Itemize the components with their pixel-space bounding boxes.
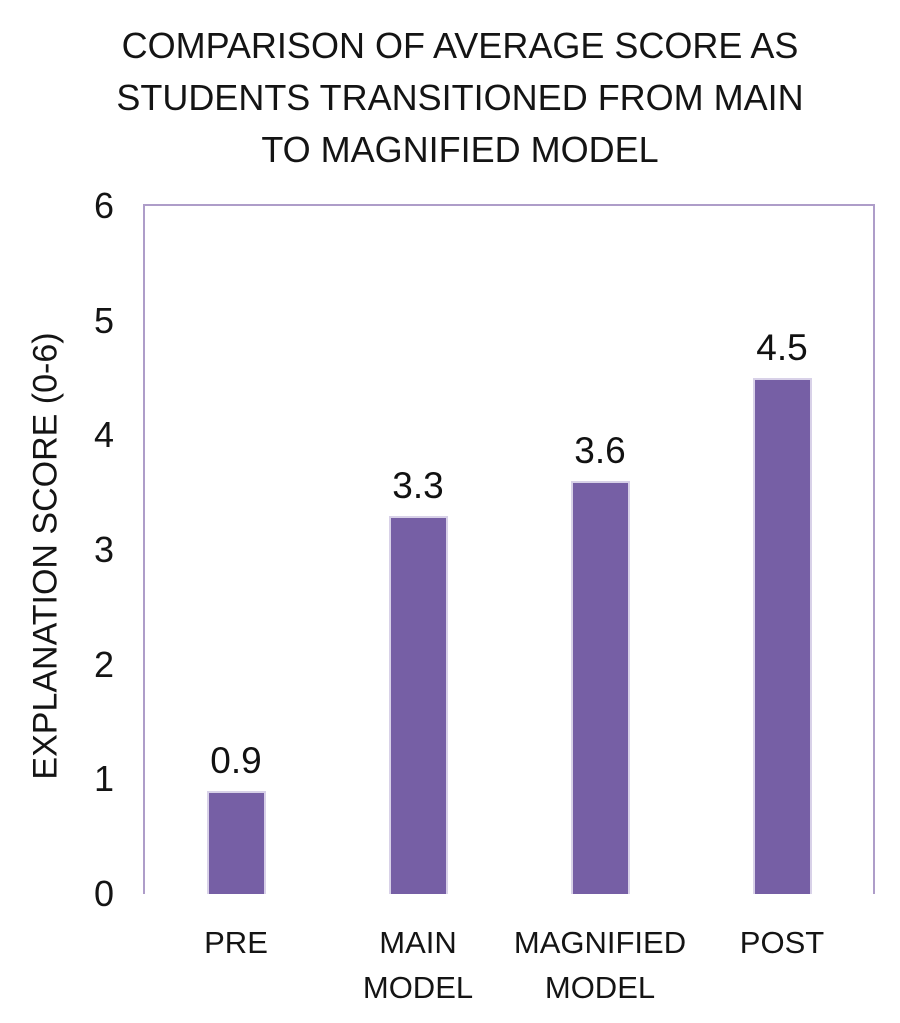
bar-value-label: 4.5 bbox=[756, 327, 808, 368]
plot-area bbox=[143, 204, 875, 894]
y-tick-label: 1 bbox=[93, 758, 114, 800]
y-axis-tick-labels: 0 1 2 3 4 5 6 bbox=[30, 0, 114, 1023]
x-category-label: POST bbox=[739, 925, 825, 960]
x-category-label: MAGNIFIED MODEL bbox=[513, 925, 687, 1005]
y-tick-label: 0 bbox=[93, 873, 114, 914]
y-tick-label: 6 bbox=[93, 185, 114, 226]
y-tick-label: 4 bbox=[93, 414, 114, 456]
y-tick-label: 5 bbox=[93, 299, 114, 341]
bar-pre bbox=[207, 791, 266, 894]
y-tick-label: 3 bbox=[93, 529, 114, 570]
x-category-label: PRE bbox=[204, 925, 268, 960]
bar-value-label: 3.6 bbox=[574, 430, 626, 471]
bar-value-label: 3.3 bbox=[392, 465, 444, 506]
bar-value-label: 0.9 bbox=[210, 740, 262, 781]
bar-main-model bbox=[389, 516, 448, 894]
x-category-label: MAIN MODEL bbox=[362, 925, 474, 1005]
bar-magnified-model bbox=[571, 481, 630, 894]
y-tick-label: 2 bbox=[93, 643, 114, 685]
chart-title: COMPARISON OF AVERAGE SCORE AS STUDENTS … bbox=[116, 25, 804, 170]
bar-post bbox=[753, 378, 812, 894]
